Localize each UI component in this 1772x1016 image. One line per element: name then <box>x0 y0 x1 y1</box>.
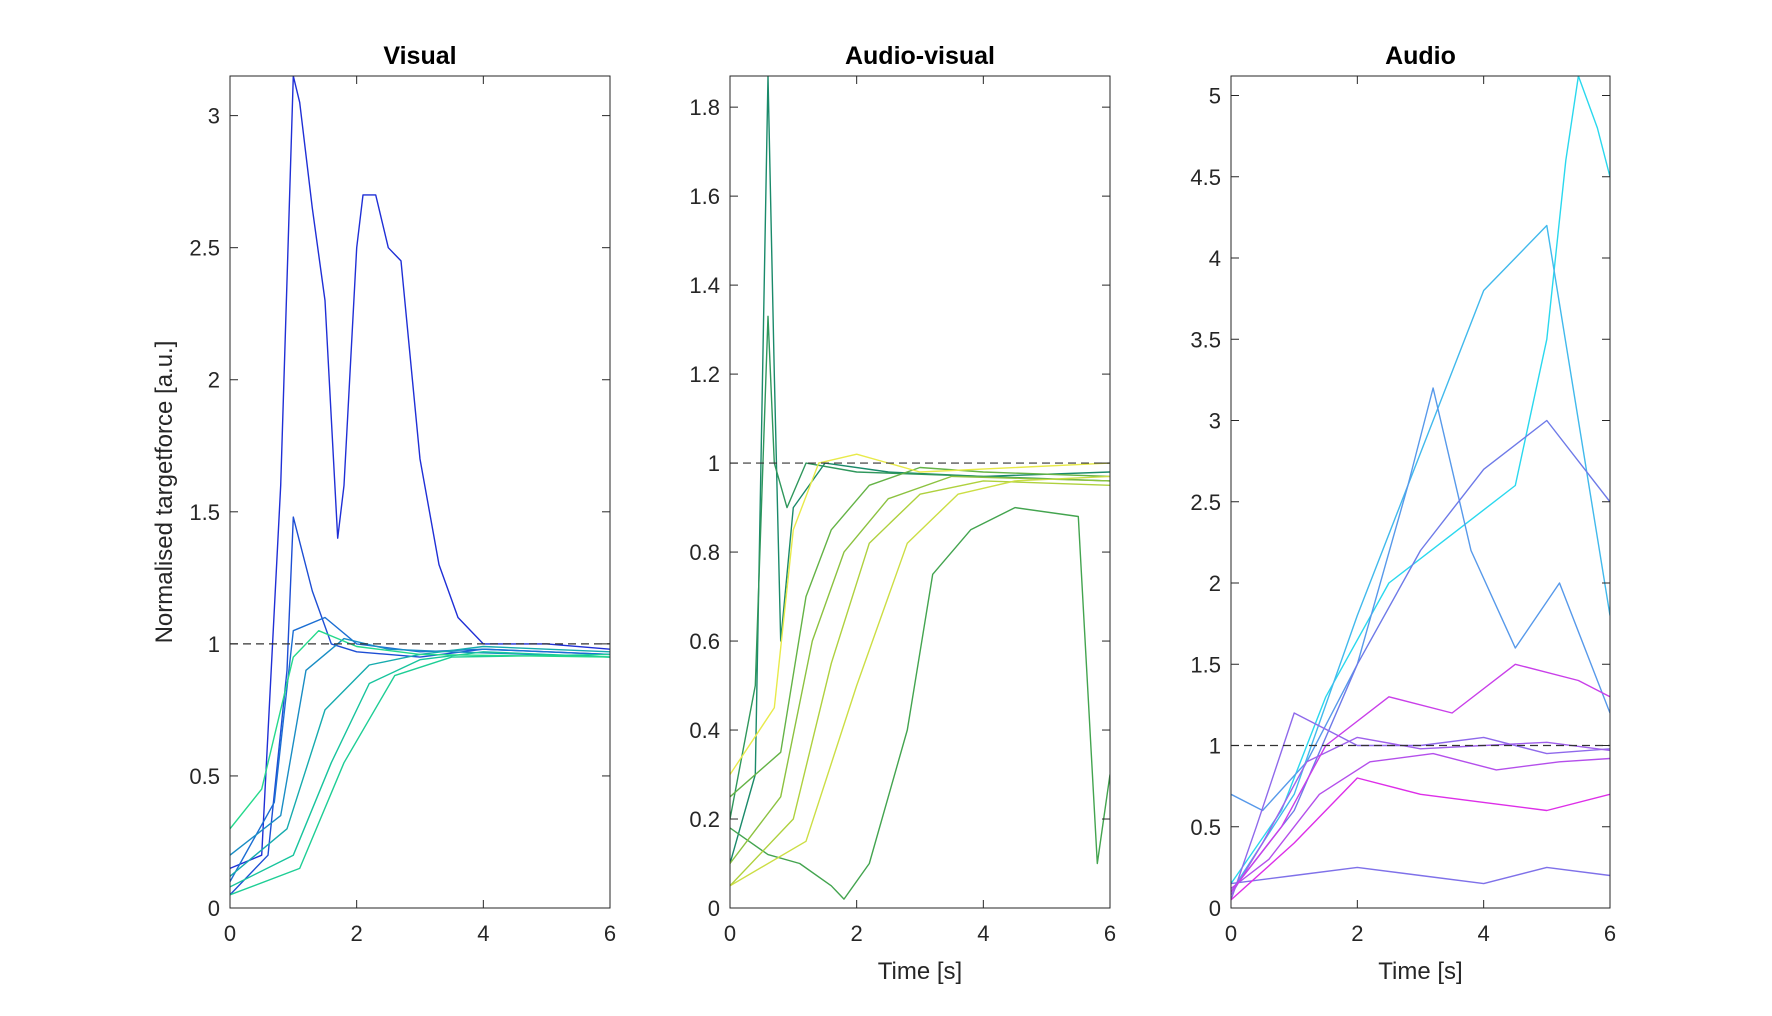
y-tick-label: 1 <box>208 632 220 657</box>
x-axis-label: Time [s] <box>1378 958 1462 985</box>
x-tick-label: 0 <box>724 921 736 946</box>
series-line <box>230 630 610 830</box>
series-line <box>1231 387 1610 812</box>
series-line <box>1231 866 1610 885</box>
series-line <box>730 466 1110 798</box>
series-line <box>230 616 610 882</box>
series-line <box>230 76 610 870</box>
data-lines <box>230 76 610 896</box>
y-tick-label: 3 <box>208 104 220 129</box>
series-line <box>1231 752 1610 890</box>
x-tick-label: 4 <box>977 921 989 946</box>
y-tick-label: 4.5 <box>1190 165 1221 190</box>
x-tick-label: 0 <box>224 921 236 946</box>
series-line <box>1231 712 1610 901</box>
x-tick-label: 0 <box>1225 921 1237 946</box>
axes-box <box>1230 75 1611 909</box>
x-tick-label: 6 <box>1604 921 1616 946</box>
series-line <box>730 475 1110 864</box>
y-tick-label: 0.6 <box>689 629 720 654</box>
y-tick-label: 0 <box>208 896 220 921</box>
axes-box <box>729 75 1111 909</box>
panel-title: Audio <box>1385 42 1456 70</box>
y-tick-label: 0.4 <box>689 718 720 743</box>
series-line <box>1231 419 1610 893</box>
series-line <box>230 653 610 896</box>
y-tick-label: 1.5 <box>1190 652 1221 677</box>
series-line <box>1231 777 1610 901</box>
axes-box <box>229 75 611 909</box>
series-line <box>230 645 610 877</box>
y-tick-label: 2 <box>208 368 220 393</box>
series-line <box>730 480 1110 887</box>
y-tick-label: 0 <box>1209 896 1221 921</box>
series-line <box>730 76 1110 864</box>
x-axis-label: Time [s] <box>878 958 962 985</box>
x-tick-label: 6 <box>1104 921 1116 946</box>
y-tick-label: 0.8 <box>689 540 720 565</box>
y-tick-label: 1.4 <box>689 273 720 298</box>
x-tick-label: 2 <box>851 921 863 946</box>
y-tick-label: 1.6 <box>689 184 720 209</box>
panel-1: 0 0.5 1 1.5 2 2.5 3 0 2 4 6 Visual Normalised target… <box>151 42 616 946</box>
x-tick-label: 6 <box>604 921 616 946</box>
series-line <box>730 475 1110 887</box>
panel-2: 0 0.2 0.4 0.6 0.8 1 1.2 1.4 1.6 1.8 0 2 4 6 Audio-visu… <box>689 42 1116 985</box>
panel-title: Audio-visual <box>845 42 995 70</box>
y-tick-label: 2.5 <box>189 236 220 261</box>
x-tick-label: 4 <box>477 921 489 946</box>
y-tick-label: 0.2 <box>689 807 720 832</box>
x-tick-label: 2 <box>1351 921 1363 946</box>
series-line <box>230 637 610 856</box>
series-line <box>1231 663 1610 893</box>
data-lines <box>1231 76 1610 901</box>
y-tick-label: 1 <box>708 451 720 476</box>
y-tick-label: 0.5 <box>189 764 220 789</box>
y-tick-label: 2.5 <box>1190 490 1221 515</box>
y-tick-label: 3 <box>1209 409 1221 434</box>
y-tick-label: 1.2 <box>689 362 720 387</box>
data-lines <box>730 76 1110 900</box>
x-tick-label: 2 <box>351 921 363 946</box>
series-line <box>730 315 1110 820</box>
y-tick-label: 1.8 <box>689 95 720 120</box>
y-tick-label: 0.5 <box>1190 815 1221 840</box>
series-line <box>230 516 610 896</box>
y-tick-label: 0 <box>708 896 720 921</box>
y-tick-label: 4 <box>1209 246 1221 271</box>
series-line <box>1231 76 1610 884</box>
y-tick-label: 5 <box>1209 84 1221 109</box>
series-line <box>1231 736 1610 896</box>
series-line <box>730 453 1110 775</box>
y-tick-label: 3.5 <box>1190 327 1221 352</box>
y-axis-label: Normalised targetforce [a.u.] <box>151 341 178 644</box>
series-line <box>1231 224 1610 893</box>
y-tick-label: 1 <box>1209 734 1221 759</box>
panel-title: Visual <box>383 42 456 70</box>
panel-3: 0 0.5 1 1.5 2 2.5 3 3.5 4 4.5 5 0 2 4 6 Audio Time [s] <box>1190 42 1616 985</box>
y-tick-label: 2 <box>1209 571 1221 596</box>
y-tick-label: 1.5 <box>189 500 220 525</box>
series-line <box>730 506 1110 900</box>
series-line <box>230 651 610 888</box>
x-tick-label: 4 <box>1478 921 1490 946</box>
